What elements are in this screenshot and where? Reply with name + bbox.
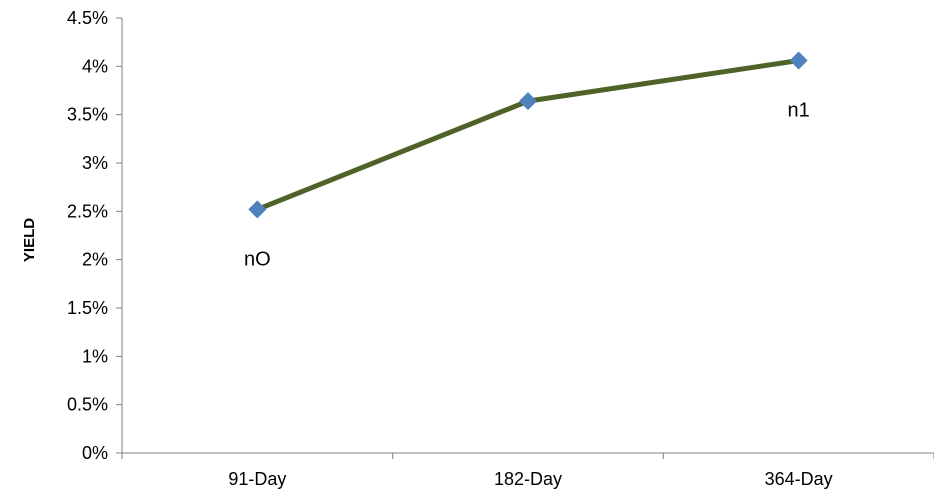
x-tick-label: 182-Day [494, 469, 562, 489]
data-point-annotation: n1 [788, 100, 810, 122]
y-axis-ticks: 0% 0.5% 1% 1.5% 2% 2.5% 3% 3.5% 4% 4.5% [67, 8, 122, 463]
x-axis-ticks: 91-Day 182-Day 364-Day [121, 453, 934, 489]
y-tick-label: 0% [82, 443, 108, 463]
y-tick-label: 2.5% [67, 201, 108, 221]
data-point-annotation: nO [244, 248, 271, 270]
y-tick-label: 1% [82, 346, 108, 366]
data-point-marker [789, 51, 808, 70]
y-axis-label: YIELD [21, 218, 38, 262]
x-tick-label: 364-Day [765, 469, 833, 489]
y-tick-label: 4.5% [67, 8, 108, 28]
data-point-marker [248, 200, 267, 219]
y-tick-label: 2% [82, 250, 108, 270]
y-tick-label: 3% [82, 153, 108, 173]
series-line-group [248, 51, 808, 219]
y-tick-label: 4% [82, 56, 108, 76]
y-tick-label: 0.5% [67, 395, 108, 415]
x-tick-label: 91-Day [228, 469, 286, 489]
point-annotations: nO n1 [244, 100, 810, 271]
data-point-marker [519, 92, 537, 111]
y-tick-label: 1.5% [67, 298, 108, 318]
series-line [256, 58, 800, 212]
y-tick-label: 3.5% [67, 105, 108, 125]
